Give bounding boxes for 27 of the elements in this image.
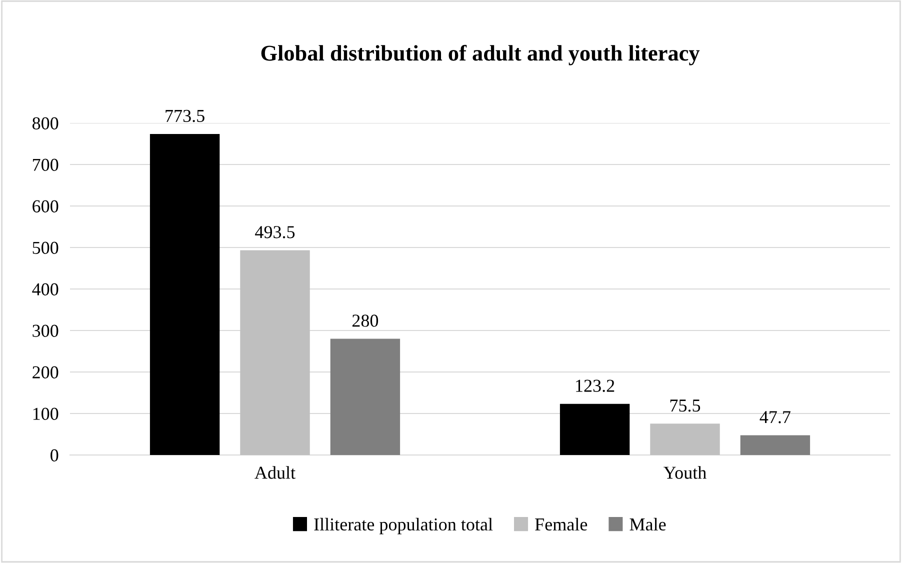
data-label: 280 — [352, 314, 378, 327]
y-tick-label: 200 — [32, 366, 58, 378]
data-label: 75.5 — [670, 400, 700, 412]
data-label: 123.2 — [576, 380, 614, 392]
bar — [240, 250, 310, 455]
legend-label: Male — [630, 518, 666, 531]
data-label: 773.5 — [166, 110, 204, 122]
bar — [150, 134, 220, 455]
y-tick-label: 400 — [32, 283, 58, 296]
y-tick-label: 500 — [32, 242, 58, 254]
y-tick-label: 800 — [32, 117, 58, 130]
data-label: 47.7 — [760, 411, 790, 424]
y-tick-label: 700 — [32, 158, 58, 171]
x-tick-label: Adult — [254, 466, 296, 479]
x-tick-label: Youth — [664, 466, 706, 479]
bar — [560, 404, 630, 455]
data-label: 493.5 — [255, 226, 295, 238]
legend-label: Illiterate population total — [314, 518, 493, 534]
bar — [740, 435, 810, 455]
bar — [650, 424, 720, 455]
y-tick-label: 100 — [33, 408, 58, 420]
y-tick-label: 600 — [32, 200, 58, 212]
y-tick-label: 300 — [32, 324, 58, 337]
y-tick-label: 0 — [50, 449, 58, 462]
legend-label: Female — [535, 518, 588, 531]
bar — [330, 338, 400, 455]
chart-title: Global distribution of adult and youth literacy — [261, 44, 700, 66]
